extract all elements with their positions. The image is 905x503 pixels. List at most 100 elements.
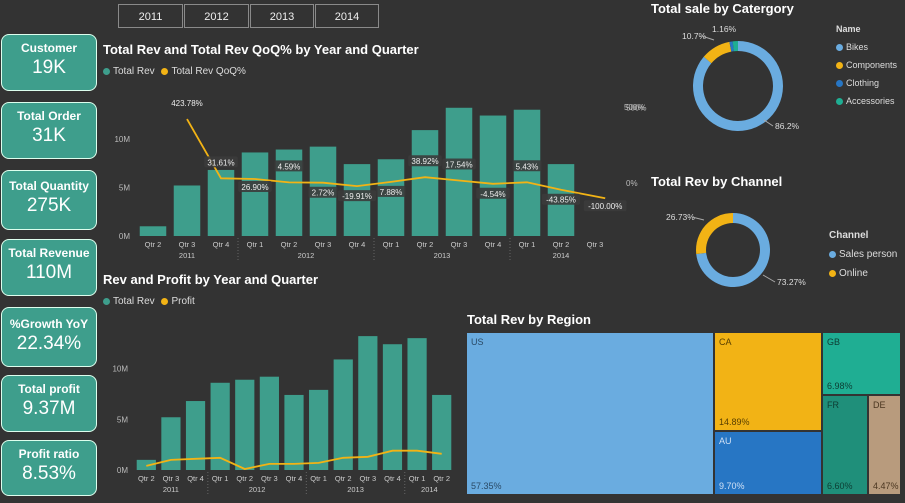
x-tick-label: Qtr 3 bbox=[261, 474, 278, 483]
qoq-data-label: 26.90% bbox=[241, 183, 268, 192]
rev-bar bbox=[241, 152, 269, 236]
x-tick-label: Qtr 2 bbox=[553, 240, 570, 249]
data-label-bg bbox=[238, 181, 272, 193]
tile-value: 6.60% bbox=[827, 481, 853, 491]
x-tick-label: Qtr 2 bbox=[433, 474, 450, 483]
rev-profit-chart-title: Rev and Profit by Year and Quarter bbox=[103, 272, 319, 287]
year-tick-label: 2013 bbox=[434, 251, 451, 260]
treemap-tile-au[interactable]: AU 9.70% bbox=[714, 431, 822, 495]
x-tick-label: Qtr 2 bbox=[236, 474, 253, 483]
x-tick-label: Qtr 4 bbox=[384, 474, 401, 483]
donut-data-label: 73.27% bbox=[777, 277, 806, 287]
slicer-2011[interactable]: 2011 bbox=[118, 4, 183, 28]
year-tick-label: 2011 bbox=[179, 251, 195, 260]
data-label-bg bbox=[408, 155, 442, 167]
donut-data-label: 1.16% bbox=[712, 24, 737, 34]
y-tick-label: 0M bbox=[117, 466, 128, 475]
qoq-data-label: 2.72% bbox=[312, 189, 335, 198]
data-label-bg bbox=[476, 187, 510, 199]
card-value: 22.34% bbox=[16, 333, 82, 354]
card-growth-yoy: %Growth YoY 22.34% bbox=[1, 307, 97, 367]
treemap-tile-ca[interactable]: CA 14.89% bbox=[714, 332, 822, 431]
tile-label: DE bbox=[873, 400, 886, 410]
rev-bar bbox=[411, 130, 439, 236]
donut-data-label: 10.7% bbox=[682, 31, 707, 41]
card-value: 8.53% bbox=[22, 463, 76, 484]
card-label: Total Quantity bbox=[9, 179, 89, 193]
legend-label: Total Rev bbox=[113, 66, 155, 77]
treemap-tile-de[interactable]: DE 4.47% bbox=[868, 395, 901, 495]
treemap-tile-fr[interactable]: FR 6.60% bbox=[822, 395, 868, 495]
slicer-2013[interactable]: 2013 bbox=[250, 4, 314, 28]
x-tick-label: Qtr 4 bbox=[187, 474, 204, 483]
x-tick-label: Qtr 2 bbox=[335, 474, 352, 483]
treemap-tile-gb[interactable]: GB 6.98% bbox=[822, 332, 901, 395]
x-tick-label: Qtr 3 bbox=[587, 240, 604, 249]
y-tick-label: 5M bbox=[117, 415, 128, 424]
x-tick-label: Qtr 4 bbox=[349, 240, 366, 249]
rev-bar bbox=[445, 107, 473, 237]
donut-slice bbox=[729, 41, 734, 52]
x-tick-label: Qtr 4 bbox=[213, 240, 230, 249]
x-tick-label: Qtr 1 bbox=[409, 474, 426, 483]
card-value: 110M bbox=[25, 262, 73, 283]
tile-label: CA bbox=[719, 337, 732, 347]
category-legend: Name Bikes Components Clothing Accessori… bbox=[836, 20, 897, 110]
data-label-bg bbox=[308, 186, 338, 198]
legend-title: Channel bbox=[829, 230, 869, 241]
rev-bar bbox=[210, 382, 230, 470]
y-tick-label: 0M bbox=[119, 232, 130, 241]
legend-title: Name bbox=[836, 24, 861, 34]
year-tick-label: 2011 bbox=[163, 485, 179, 494]
legend-dot-icon bbox=[103, 67, 110, 75]
qoq-data-label: -100.00% bbox=[588, 202, 622, 211]
rev-bar bbox=[382, 344, 403, 470]
leader-line bbox=[691, 216, 705, 221]
x-tick-label: Qtr 1 bbox=[383, 240, 400, 249]
card-value: 31K bbox=[32, 125, 66, 146]
rev-bar bbox=[407, 338, 427, 470]
x-tick-label: Qtr 1 bbox=[310, 474, 327, 483]
profit-line bbox=[146, 449, 442, 470]
rev-bar bbox=[432, 394, 452, 470]
rev-qoq-legend: Total Rev Total Rev QoQ% bbox=[103, 66, 246, 77]
x-tick-label: Qtr 2 bbox=[417, 240, 434, 249]
slicer-2014[interactable]: 2014 bbox=[315, 4, 379, 28]
card-label: Customer bbox=[20, 41, 77, 55]
card-total-revenue: Total Revenue 110M bbox=[1, 239, 97, 296]
rev-bar bbox=[136, 459, 156, 470]
year-tick-label: 2012 bbox=[249, 485, 266, 494]
donut-slice bbox=[696, 213, 733, 255]
rev-bar bbox=[333, 359, 353, 470]
tile-value: 14.89% bbox=[719, 417, 750, 427]
slicer-2012[interactable]: 2012 bbox=[184, 4, 249, 28]
card-total-profit: Total profit 9.37M bbox=[1, 375, 97, 432]
channel-donut: 73.27% 26.73% bbox=[666, 212, 806, 287]
rev-bar bbox=[479, 115, 507, 236]
y-tick-label: 10M bbox=[114, 135, 130, 144]
data-label-bg bbox=[204, 156, 238, 168]
rev-bar bbox=[259, 376, 279, 470]
treemap-tile-us[interactable]: US 57.35% bbox=[466, 332, 714, 495]
x-tick-label: Qtr 2 bbox=[138, 474, 155, 483]
region-chart-title: Total Rev by Region bbox=[467, 312, 591, 327]
rev-bar bbox=[139, 226, 167, 236]
x-tick-label: Qtr 4 bbox=[485, 240, 502, 249]
qoq-data-label: -19.91% bbox=[342, 192, 372, 201]
legend-dot-icon bbox=[836, 44, 843, 52]
year-tick-label: 2014 bbox=[421, 485, 438, 494]
legend-dot-icon bbox=[836, 80, 843, 88]
legend-label: Online bbox=[839, 268, 868, 279]
x-tick-label: Qtr 1 bbox=[519, 240, 536, 249]
card-customer: Customer 19K bbox=[1, 34, 97, 91]
category-donut: 86.2% 10.7% 1.16% 500% bbox=[624, 24, 800, 131]
rev-qoq-chart-title: Total Rev and Total Rev QoQ% by Year and… bbox=[103, 42, 419, 57]
legend-dot-icon bbox=[836, 98, 843, 106]
legend-dot-icon bbox=[829, 269, 836, 277]
qoq-data-label: 7.88% bbox=[380, 188, 403, 197]
x-tick-label: Qtr 1 bbox=[247, 240, 264, 249]
channel-chart-title: Total Rev by Channel bbox=[651, 174, 783, 189]
qoq-data-label: -43.85% bbox=[546, 196, 576, 205]
rev-bar bbox=[284, 394, 304, 470]
tile-label: US bbox=[471, 337, 484, 347]
